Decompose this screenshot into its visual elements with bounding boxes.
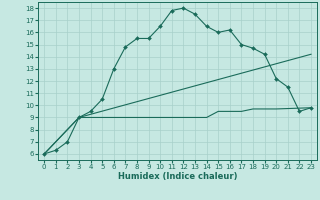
X-axis label: Humidex (Indice chaleur): Humidex (Indice chaleur) xyxy=(118,172,237,181)
